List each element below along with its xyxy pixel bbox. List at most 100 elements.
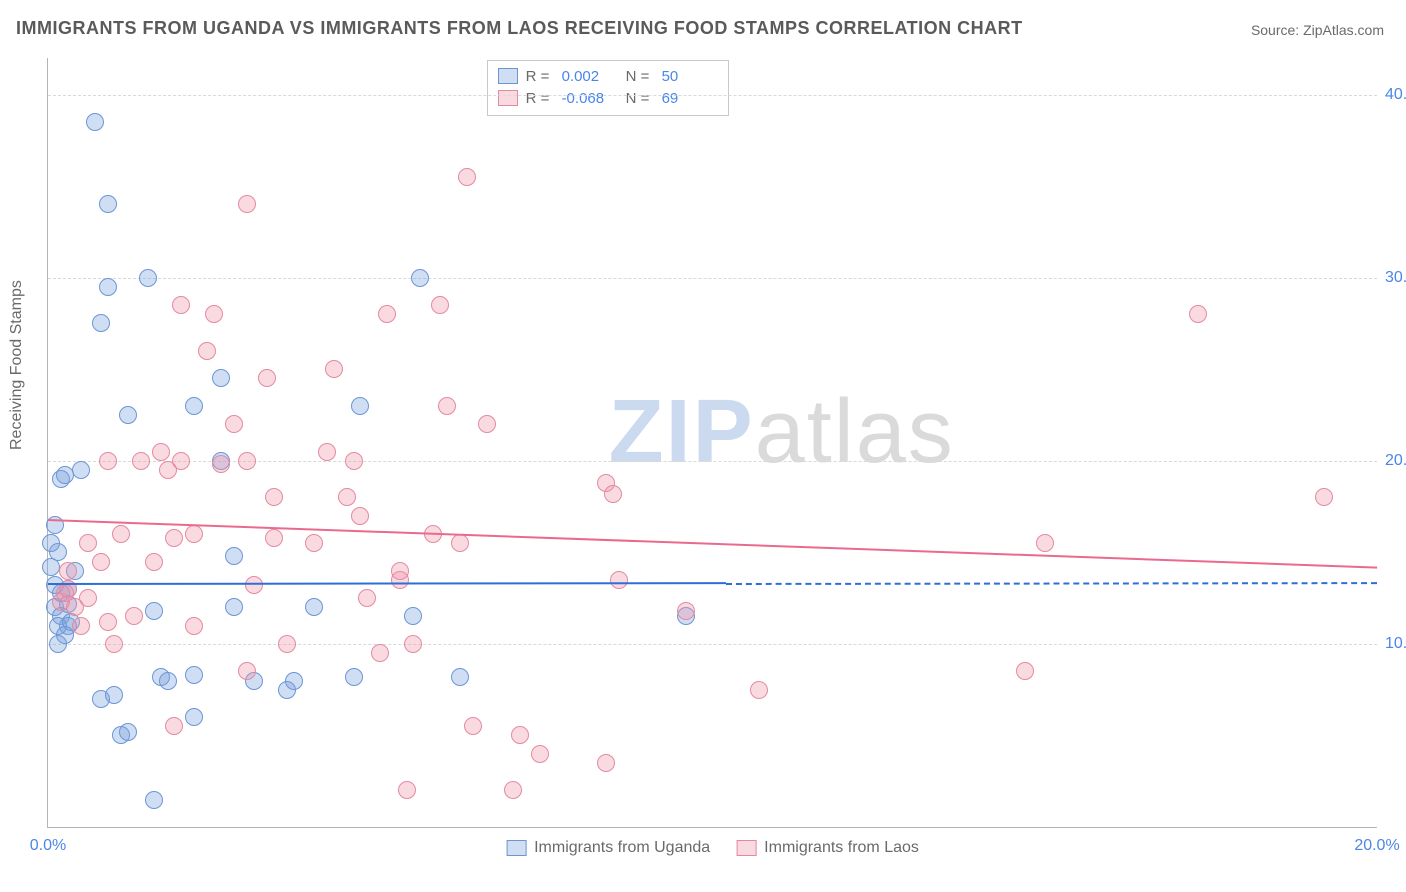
point-laos (152, 443, 170, 461)
point-laos (245, 576, 263, 594)
gridline (48, 278, 1377, 279)
legend-row-uganda: R = 0.002 N = 50 (498, 65, 718, 87)
point-laos (438, 397, 456, 415)
point-uganda (345, 668, 363, 686)
point-laos (338, 488, 356, 506)
point-uganda (49, 635, 67, 653)
point-laos (72, 617, 90, 635)
point-laos (1315, 488, 1333, 506)
point-uganda (119, 723, 137, 741)
point-laos (404, 635, 422, 653)
legend-r-label: R = (526, 68, 554, 85)
point-laos (325, 360, 343, 378)
point-uganda (42, 534, 60, 552)
point-laos (105, 635, 123, 653)
point-laos (511, 726, 529, 744)
point-laos (351, 507, 369, 525)
point-laos (265, 488, 283, 506)
point-uganda (185, 666, 203, 684)
point-uganda (139, 269, 157, 287)
point-laos (750, 681, 768, 699)
point-uganda (145, 602, 163, 620)
gridline (48, 95, 1377, 96)
point-uganda (225, 598, 243, 616)
y-tick-label: 40.0% (1385, 86, 1406, 104)
point-laos (1189, 305, 1207, 323)
point-laos (371, 644, 389, 662)
point-laos (238, 452, 256, 470)
point-laos (172, 296, 190, 314)
point-laos (604, 485, 622, 503)
watermark-part2: atlas (755, 382, 955, 482)
point-laos (597, 754, 615, 772)
point-uganda (86, 113, 104, 131)
point-uganda (56, 466, 74, 484)
legend-r-value-laos: -0.068 (562, 90, 618, 107)
swatch-laos-icon (736, 840, 756, 856)
point-laos (258, 369, 276, 387)
point-laos (99, 452, 117, 470)
y-tick-label: 30.0% (1385, 269, 1406, 287)
y-tick-label: 20.0% (1385, 452, 1406, 470)
point-laos (305, 534, 323, 552)
point-laos (79, 534, 97, 552)
point-laos (185, 617, 203, 635)
trend-line (726, 582, 1377, 585)
point-laos (99, 613, 117, 631)
swatch-uganda-icon (506, 840, 526, 856)
legend-n-label: N = (626, 90, 654, 107)
point-uganda (119, 406, 137, 424)
point-laos (185, 525, 203, 543)
legend-row-laos: R = -0.068 N = 69 (498, 87, 718, 109)
point-laos (145, 553, 163, 571)
legend-r-label: R = (526, 90, 554, 107)
point-laos (458, 168, 476, 186)
watermark-part1: ZIP (609, 382, 755, 482)
source-attribution: Source: ZipAtlas.com (1251, 22, 1384, 38)
watermark: ZIPatlas (609, 381, 955, 484)
point-laos (172, 452, 190, 470)
x-tick-label: 20.0% (1354, 837, 1399, 855)
point-laos (345, 452, 363, 470)
x-tick-label: 0.0% (30, 837, 66, 855)
point-laos (531, 745, 549, 763)
point-laos (59, 562, 77, 580)
legend-n-value-uganda: 50 (662, 68, 718, 85)
point-uganda (72, 461, 90, 479)
point-uganda (285, 672, 303, 690)
point-laos (132, 452, 150, 470)
point-uganda (99, 278, 117, 296)
point-uganda (451, 668, 469, 686)
point-uganda (404, 607, 422, 625)
legend-n-label: N = (626, 68, 654, 85)
point-laos (56, 584, 74, 602)
point-uganda (411, 269, 429, 287)
point-uganda (145, 791, 163, 809)
point-laos (1036, 534, 1054, 552)
plot-area: ZIPatlas R = 0.002 N = 50 R = -0.068 N =… (47, 58, 1377, 828)
point-uganda (185, 397, 203, 415)
point-laos (198, 342, 216, 360)
point-laos (165, 717, 183, 735)
trend-line (48, 519, 1377, 569)
point-laos (478, 415, 496, 433)
legend-n-value-laos: 69 (662, 90, 718, 107)
series-legend: Immigrants from Uganda Immigrants from L… (506, 839, 919, 857)
series-label-uganda: Immigrants from Uganda (534, 839, 710, 857)
point-uganda (42, 558, 60, 576)
point-laos (677, 602, 695, 620)
series-legend-uganda: Immigrants from Uganda (506, 839, 710, 857)
point-uganda (351, 397, 369, 415)
gridline (48, 644, 1377, 645)
swatch-uganda-icon (498, 68, 518, 84)
point-laos (112, 525, 130, 543)
chart-title: IMMIGRANTS FROM UGANDA VS IMMIGRANTS FRO… (16, 18, 1023, 39)
point-laos (504, 781, 522, 799)
point-uganda (185, 708, 203, 726)
series-label-laos: Immigrants from Laos (764, 839, 919, 857)
point-laos (1016, 662, 1034, 680)
y-axis-label: Receiving Food Stamps (8, 280, 26, 450)
point-laos (398, 781, 416, 799)
point-laos (610, 571, 628, 589)
point-laos (378, 305, 396, 323)
